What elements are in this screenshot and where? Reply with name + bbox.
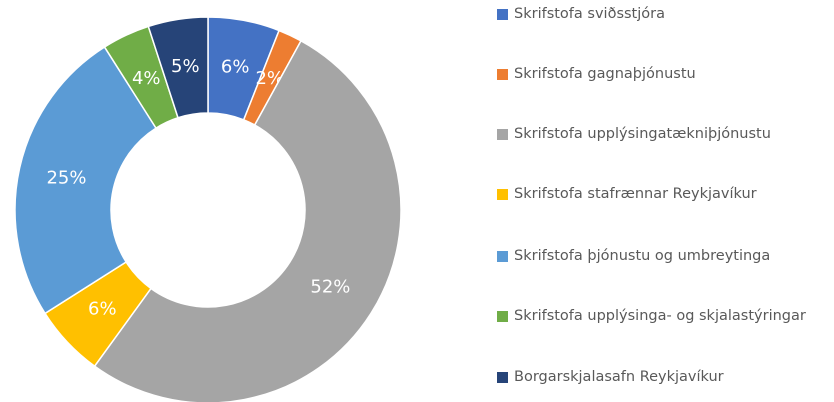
legend-swatch [497,129,508,140]
legend-item: Skrifstofa upplýsingatækniþjónustu [497,124,827,144]
legend-swatch [497,189,508,200]
legend-label: Skrifstofa upplýsingatækniþjónustu [514,126,771,142]
legend-item: Skrifstofa upplýsinga- og skjalastýringa… [497,306,827,326]
legend-swatch [497,69,508,80]
slice-label: 25% [46,167,86,188]
donut-slice [14,46,158,315]
slice-label: 52% [310,277,350,298]
legend-item: Skrifstofa þjónustu og umbreytinga [497,246,827,266]
legend-swatch [497,251,508,262]
legend-item: Borgarskjalasafn Reykjavíkur [497,367,827,387]
slice-label: 6% [88,298,117,319]
legend-label: Skrifstofa stafrænnar Reykjavíkur [514,186,757,202]
legend-swatch [497,311,508,322]
legend-swatch [497,372,508,383]
donut-slice [93,39,402,402]
slice-label: 5% [171,56,200,77]
legend-item: Skrifstofa gagnaþjónustu [497,64,827,84]
legend-label: Skrifstofa gagnaþjónustu [514,66,696,82]
legend-label: Skrifstofa sviðsstjóra [514,6,665,22]
slice-label: 4% [132,68,161,89]
legend-item: Skrifstofa stafrænnar Reykjavíkur [497,184,827,204]
slice-label: 6% [221,57,250,78]
legend-label: Skrifstofa upplýsinga- og skjalastýringa… [514,308,806,324]
donut-slice [147,16,209,119]
legend-swatch [497,9,508,20]
legend-item: Skrifstofa sviðsstjóra [497,4,827,24]
legend-label: Skrifstofa þjónustu og umbreytinga [514,248,771,264]
legend-label: Borgarskjalasafn Reykjavíkur [514,369,724,385]
